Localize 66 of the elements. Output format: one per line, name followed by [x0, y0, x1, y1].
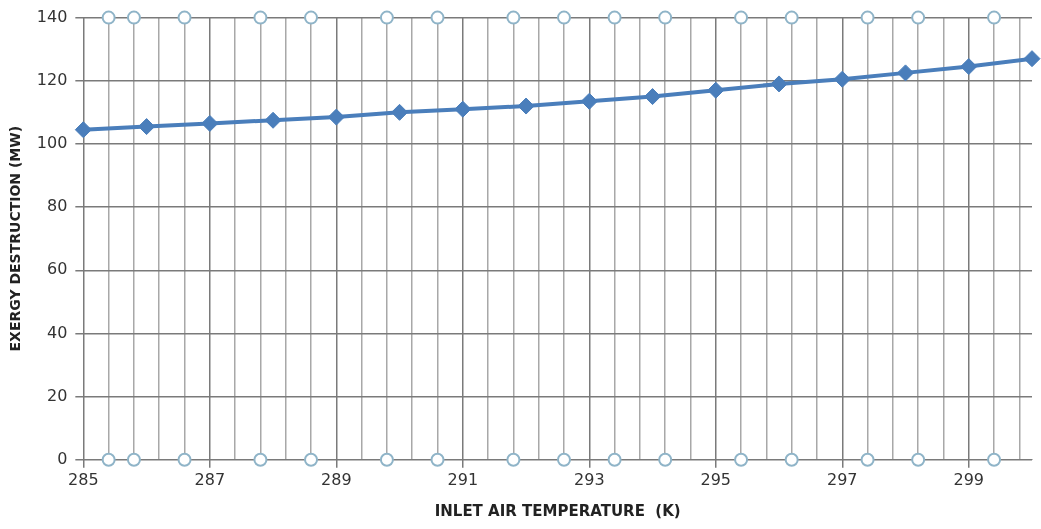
- point: [734, 452, 749, 467]
- x-tick-label: 297: [826, 469, 858, 489]
- point: [126, 10, 141, 25]
- point: [506, 10, 521, 25]
- point: [201, 114, 219, 132]
- y-tick-label: 60: [46, 259, 68, 279]
- y-tick-label: 120: [36, 69, 68, 89]
- point: [454, 100, 472, 118]
- point: [74, 121, 92, 139]
- point: [607, 452, 622, 467]
- point: [911, 10, 926, 25]
- point: [430, 452, 445, 467]
- x-tick-label: 289: [321, 469, 352, 489]
- x-tick-label: 287: [194, 469, 226, 489]
- point: [264, 111, 282, 129]
- y-tick-label: 100: [36, 133, 68, 153]
- point: [506, 452, 521, 467]
- point: [177, 10, 192, 25]
- point: [658, 452, 673, 467]
- point: [253, 10, 268, 25]
- point: [517, 97, 535, 115]
- point: [126, 452, 141, 467]
- point: [304, 452, 319, 467]
- point: [658, 10, 673, 25]
- y-tick-label: 0: [57, 448, 68, 468]
- point: [379, 10, 394, 25]
- point: [707, 81, 725, 99]
- point: [987, 10, 1002, 25]
- point: [784, 452, 799, 467]
- y-tick-label: 80: [46, 196, 68, 216]
- point: [770, 75, 788, 93]
- point: [911, 452, 926, 467]
- point: [734, 10, 749, 25]
- point: [897, 64, 915, 82]
- x-tick-label: 291: [447, 469, 479, 489]
- point: [960, 58, 978, 76]
- point: [644, 88, 662, 106]
- point: [833, 70, 851, 88]
- x-tick-label: 295: [700, 469, 732, 489]
- point: [430, 10, 445, 25]
- point: [580, 92, 598, 110]
- x-tick-label: 285: [68, 469, 99, 489]
- point: [391, 103, 409, 121]
- x-axis-title: INLET AIR TEMPERATURE (K): [434, 501, 681, 520]
- point: [784, 10, 799, 25]
- point: [253, 452, 268, 467]
- x-tick-label: 293: [574, 469, 605, 489]
- point: [860, 10, 875, 25]
- point: [101, 452, 116, 467]
- point: [1023, 50, 1041, 68]
- point: [556, 452, 571, 467]
- point: [304, 10, 319, 25]
- y-tick-label: 40: [46, 322, 68, 342]
- point: [101, 10, 116, 25]
- point: [327, 108, 345, 126]
- y-tick-label: 140: [36, 6, 68, 26]
- point: [138, 118, 156, 136]
- x-tick-label: 299: [953, 469, 985, 489]
- point: [556, 10, 571, 25]
- point: [607, 10, 622, 25]
- y-axis-title: EXERGY DESTRUCTION (MW): [7, 125, 24, 352]
- point: [379, 452, 394, 467]
- point: [860, 452, 875, 467]
- y-tick-label: 20: [46, 385, 68, 405]
- point: [177, 452, 192, 467]
- point: [987, 452, 1002, 467]
